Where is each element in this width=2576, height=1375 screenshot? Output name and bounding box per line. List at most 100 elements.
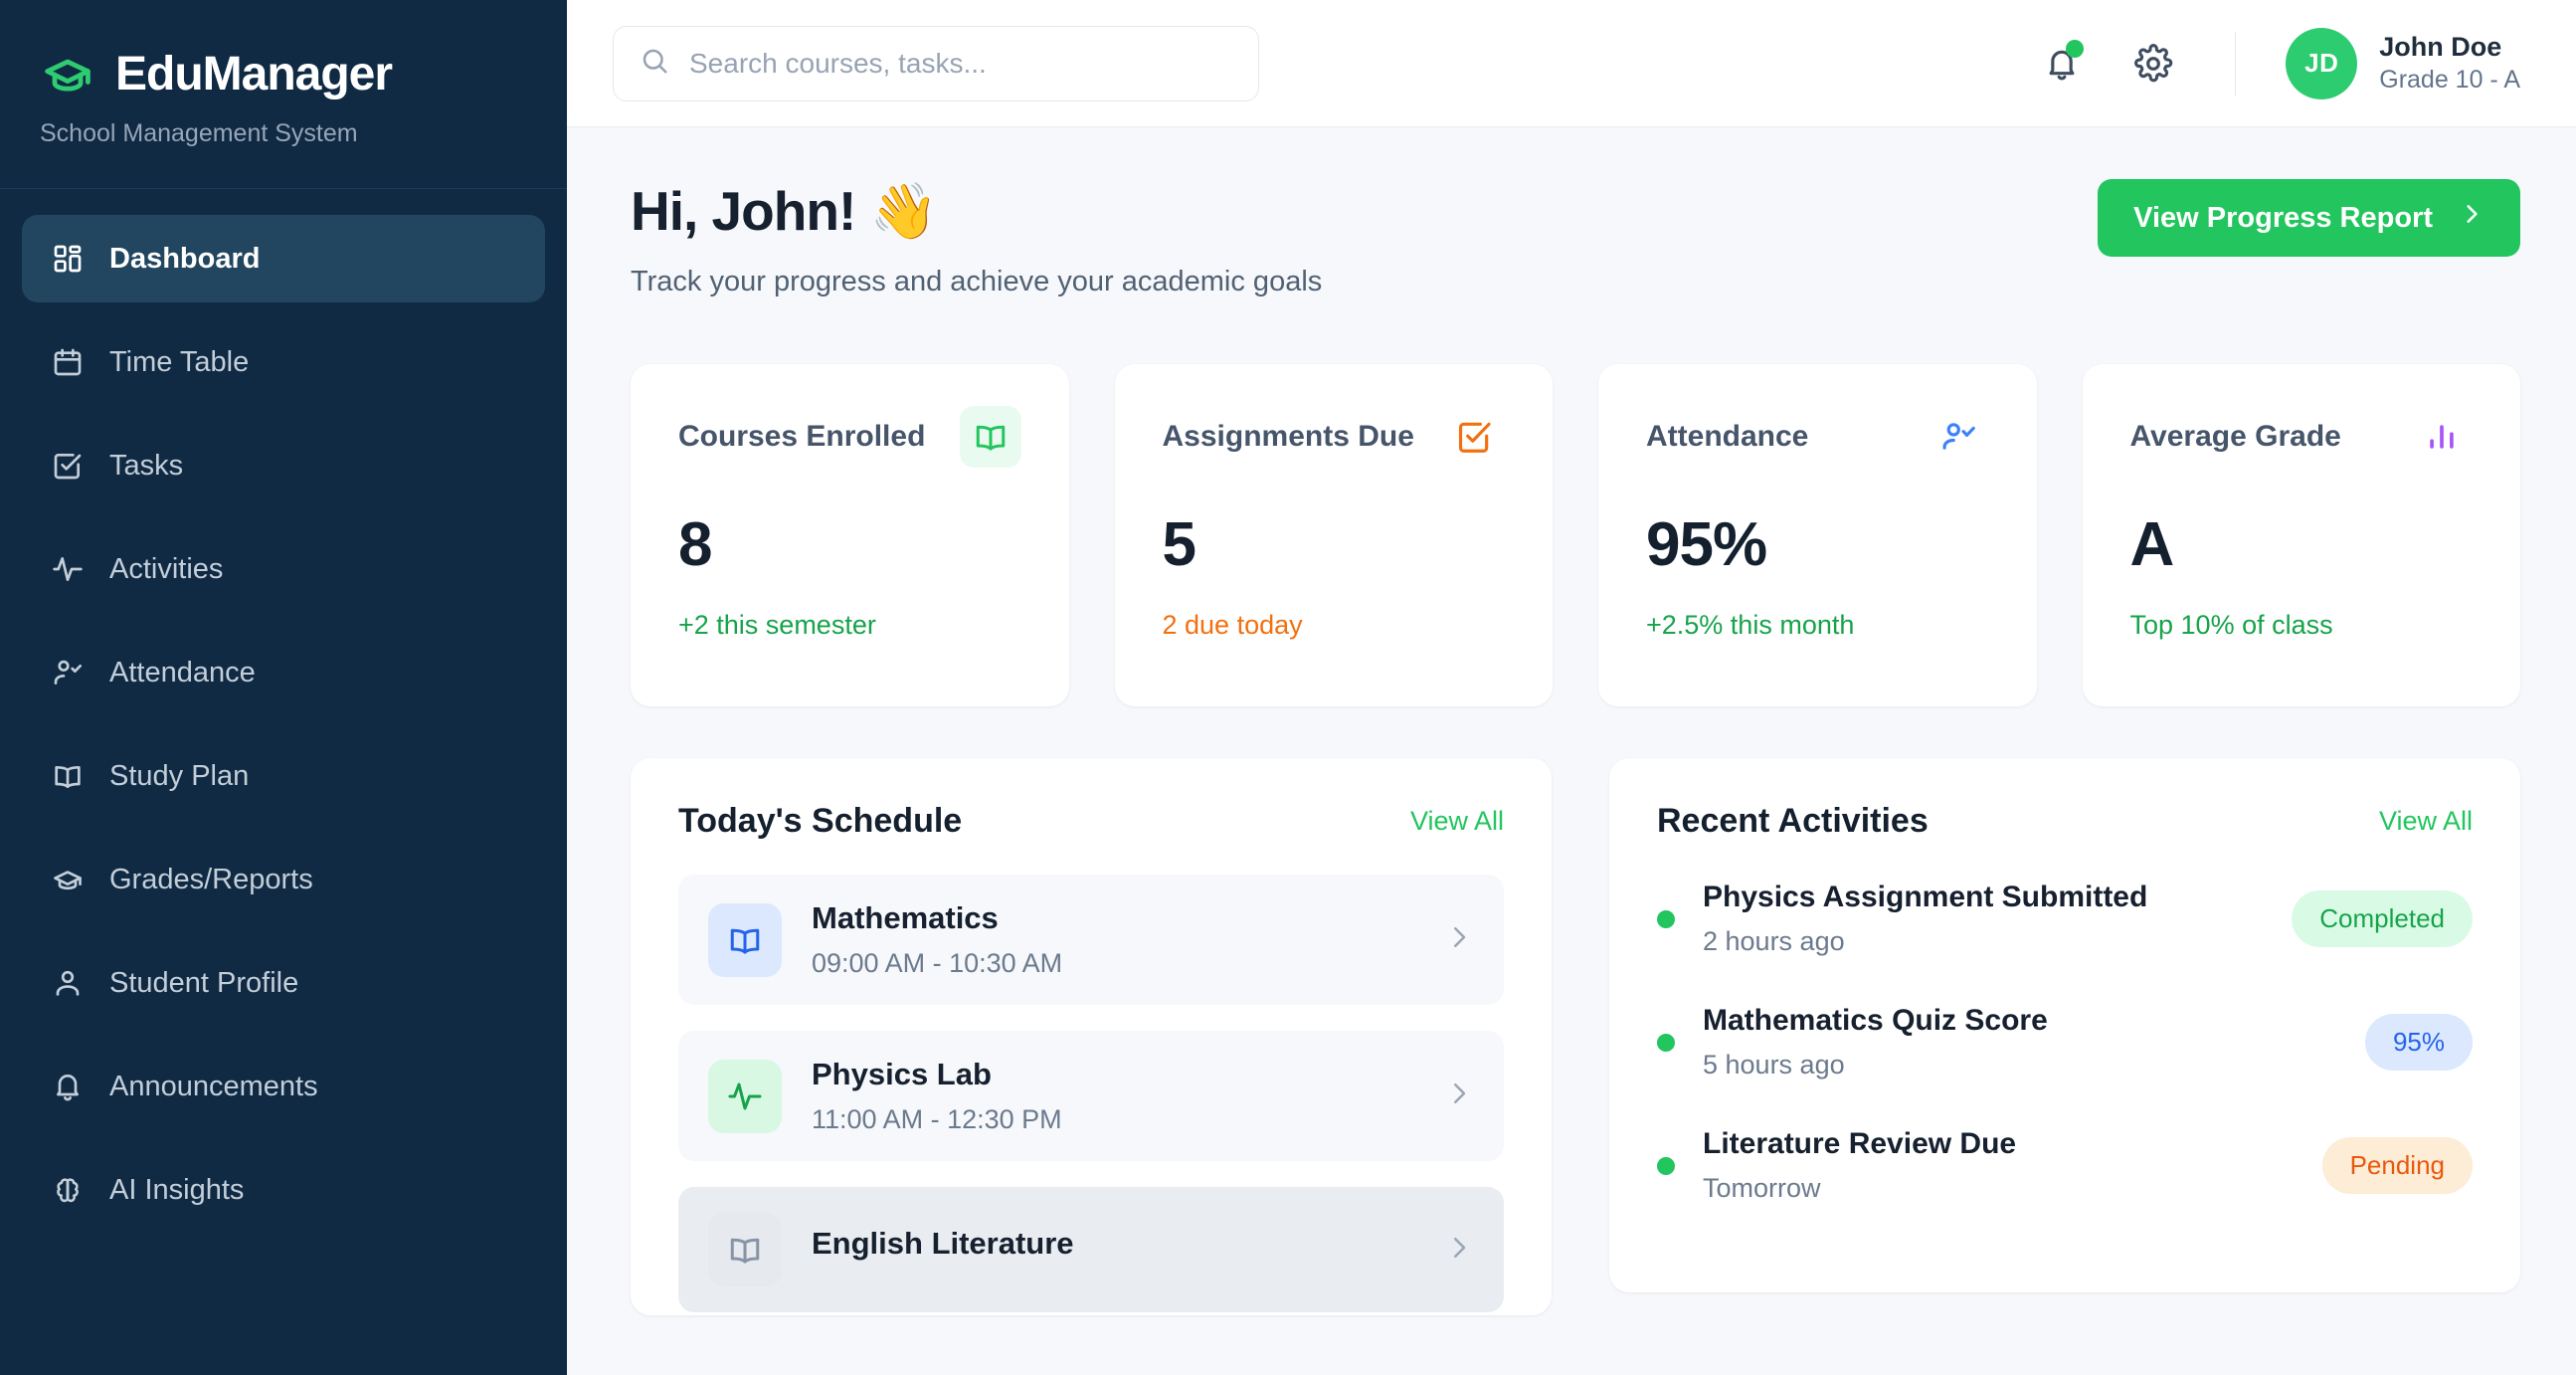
- sidebar-item-time-table[interactable]: Time Table: [22, 318, 545, 406]
- page-subtitle: Track your progress and achieve your aca…: [631, 266, 1323, 297]
- chevron-right-icon: [1444, 1079, 1474, 1113]
- page-title: Hi, John! 👋: [631, 180, 938, 242]
- list-item[interactable]: Physics Assignment Submitted 2 hours ago…: [1657, 881, 2473, 957]
- user-info: John Doe Grade 10 - A: [2379, 31, 2520, 96]
- chevron-right-icon: [1444, 1233, 1474, 1268]
- sidebar-divider: [0, 188, 567, 189]
- avatar: JD: [2286, 27, 2358, 99]
- stat-delta: +2 this semester: [678, 610, 876, 640]
- brain-icon: [50, 1172, 86, 1208]
- topbar-separator: [2235, 31, 2237, 96]
- activity-pulse-icon: [708, 1059, 782, 1133]
- sidebar-item-activities[interactable]: Activities: [22, 525, 545, 613]
- check-square-icon: [50, 448, 86, 484]
- list-item[interactable]: Mathematics 09:00 AM - 10:30 AM: [678, 875, 1504, 1005]
- brand-block: EduManager School Management System: [0, 0, 567, 188]
- schedule-item-name: Physics Lab: [812, 1057, 992, 1091]
- stat-card-attendance[interactable]: Attendance 95% +2.5% this month: [1598, 364, 2037, 706]
- user-subtitle: Grade 10 - A: [2379, 65, 2520, 94]
- stat-title: Attendance: [1646, 420, 1809, 453]
- list-item[interactable]: Literature Review Due Tomorrow Pending: [1657, 1127, 2473, 1204]
- sidebar-item-label: AI Insights: [109, 1173, 245, 1206]
- stat-delta: Top 10% of class: [2129, 610, 2333, 640]
- sidebar-item-tasks[interactable]: Tasks: [22, 422, 545, 509]
- chevron-right-icon: [2459, 201, 2484, 235]
- sidebar-item-study-plan[interactable]: Study Plan: [22, 732, 545, 820]
- recent-activities-panel: Recent Activities View All Physics Assig…: [1609, 758, 2520, 1292]
- bar-chart-icon: [2411, 406, 2473, 468]
- search-icon: [640, 46, 669, 81]
- cta-label: View Progress Report: [2133, 201, 2433, 234]
- top-bar: JD John Doe Grade 10 - A: [567, 0, 2576, 127]
- book-open-icon: [708, 1213, 782, 1286]
- graduation-cap-icon: [50, 862, 86, 897]
- schedule-item-time: 09:00 AM - 10:30 AM: [812, 948, 1063, 978]
- stat-title: Average Grade: [2129, 420, 2341, 453]
- status-badge: Pending: [2321, 1137, 2473, 1194]
- view-progress-report-button[interactable]: View Progress Report: [2098, 179, 2520, 257]
- sidebar-item-grades-reports[interactable]: Grades/Reports: [22, 836, 545, 923]
- list-item[interactable]: English Literature: [678, 1187, 1504, 1312]
- sidebar-item-label: Dashboard: [109, 242, 261, 275]
- stat-value: A: [2129, 510, 2175, 579]
- list-item[interactable]: Mathematics Quiz Score 5 hours ago 95%: [1657, 1004, 2473, 1080]
- chevron-right-icon: [1444, 922, 1474, 957]
- stat-value: 8: [678, 510, 712, 579]
- activity-pulse-icon: [50, 551, 86, 587]
- activity-name: Literature Review Due: [1703, 1127, 2017, 1160]
- sidebar-item-label: Student Profile: [109, 966, 299, 999]
- sidebar-item-ai-insights[interactable]: AI Insights: [22, 1146, 545, 1234]
- user-name: John Doe: [2379, 32, 2502, 62]
- user-icon: [50, 965, 86, 1001]
- sidebar-item-label: Study Plan: [109, 759, 250, 792]
- schedule-item-name: English Literature: [812, 1226, 1074, 1261]
- stat-value: 95%: [1646, 510, 1767, 579]
- search-input[interactable]: [689, 47, 1232, 80]
- panel-title: Recent Activities: [1657, 802, 1929, 840]
- list-item[interactable]: Physics Lab 11:00 AM - 12:30 PM: [678, 1031, 1504, 1161]
- schedule-item-time: 11:00 AM - 12:30 PM: [812, 1104, 1062, 1134]
- sidebar-item-label: Activities: [109, 552, 224, 585]
- graduation-cap-icon: [40, 46, 95, 101]
- activity-name: Physics Assignment Submitted: [1703, 881, 2148, 913]
- stat-card-assignments-due[interactable]: Assignments Due 5 2 due today: [1114, 364, 1553, 706]
- stat-delta: +2.5% this month: [1646, 610, 1855, 640]
- sidebar-item-announcements[interactable]: Announcements: [22, 1043, 545, 1130]
- user-check-icon: [50, 655, 86, 690]
- stat-delta: 2 due today: [1162, 610, 1303, 640]
- sidebar-item-student-profile[interactable]: Student Profile: [22, 939, 545, 1027]
- stat-card-courses-enrolled[interactable]: Courses Enrolled 8 +2 this semester: [631, 364, 1069, 706]
- book-open-icon: [708, 902, 782, 977]
- dashboard-content: Hi, John! 👋 Track your progress and achi…: [567, 127, 2576, 1375]
- activities-view-all-link[interactable]: View All: [2378, 806, 2473, 836]
- search-box[interactable]: [613, 25, 1259, 101]
- stat-card-average-grade[interactable]: Average Grade A Top 10% of class: [2082, 364, 2520, 706]
- sidebar-item-attendance[interactable]: Attendance: [22, 629, 545, 716]
- main-area: JD John Doe Grade 10 - A Hi, John! 👋 Tra…: [567, 0, 2576, 1375]
- schedule-list: Mathematics 09:00 AM - 10:30 AM: [678, 875, 1504, 1312]
- sidebar-item-dashboard[interactable]: Dashboard: [22, 215, 545, 302]
- activity-name: Mathematics Quiz Score: [1703, 1004, 2048, 1037]
- sidebar-item-label: Attendance: [109, 656, 256, 688]
- sidebar-item-label: Time Table: [109, 345, 250, 378]
- stat-title: Courses Enrolled: [678, 420, 926, 453]
- sidebar-item-label: Tasks: [109, 449, 184, 482]
- stat-title: Assignments Due: [1162, 420, 1414, 453]
- user-menu[interactable]: JD John Doe Grade 10 - A: [2286, 27, 2520, 99]
- panel-row: Today's Schedule View All Mathematics 09…: [631, 758, 2520, 1315]
- sidebar-nav: Dashboard Time Table Tasks Activities: [0, 189, 567, 1250]
- status-badge: Completed: [2292, 890, 2473, 947]
- activity-time: 5 hours ago: [1703, 1050, 1845, 1080]
- notifications-button[interactable]: [2030, 32, 2094, 96]
- hero-section: Hi, John! 👋 Track your progress and achi…: [631, 179, 2520, 298]
- status-dot-icon: [1657, 1156, 1675, 1175]
- hero-text: Hi, John! 👋 Track your progress and achi…: [631, 179, 1322, 298]
- activity-time: Tomorrow: [1703, 1173, 1821, 1203]
- schedule-view-all-link[interactable]: View All: [1409, 806, 1504, 836]
- stat-card-row: Courses Enrolled 8 +2 this semester Assi…: [631, 364, 2520, 706]
- user-check-icon: [1928, 406, 1989, 468]
- settings-button[interactable]: [2121, 32, 2185, 96]
- status-dot-icon: [1657, 909, 1675, 928]
- panel-title: Today's Schedule: [678, 802, 963, 840]
